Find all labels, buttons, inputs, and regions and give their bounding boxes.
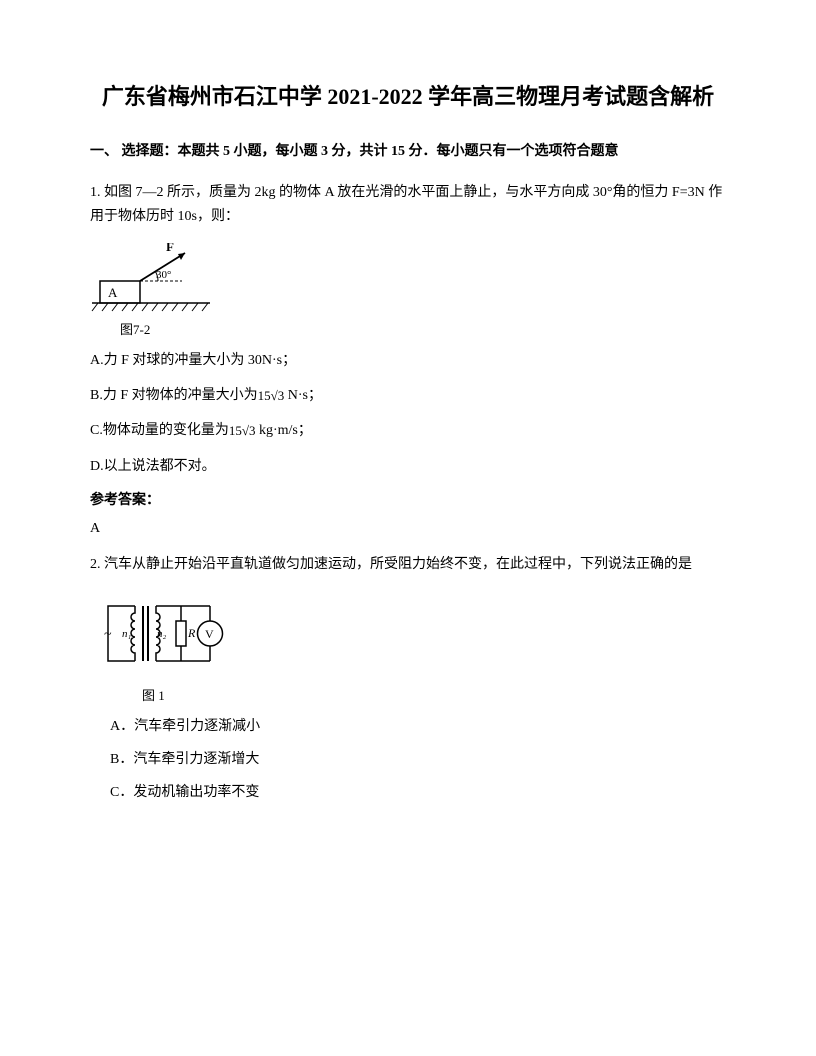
q1-optc-post: kg·m/s； <box>255 423 311 438</box>
q1-optb-pre: B.力 F 对物体的冲量大小为 <box>90 388 258 403</box>
q2-option-a: A．汽车牵引力逐渐减小 <box>90 714 726 739</box>
q1-optb-post: N·s； <box>284 388 322 403</box>
figure-1-caption: 图 1 <box>142 685 726 704</box>
svg-text:n₁: n₁ <box>122 628 132 640</box>
q1-optc-pre: C.物体动量的变化量为 <box>90 423 229 438</box>
q1-option-a: A.力 F 对球的冲量大小为 30N·s； <box>90 348 726 373</box>
page-title: 广东省梅州市石江中学 2021-2022 学年高三物理月考试题含解析 <box>90 80 726 113</box>
figure-1: ~ n₁ n₂ R V 图 1 <box>100 591 726 704</box>
q1-option-c: C.物体动量的变化量为15√3 kg·m/s； <box>90 418 726 443</box>
question-2-text: 2. 汽车从静止开始沿平直轨道做匀加速运动，所受阻力始终不变，在此过程中，下列说… <box>90 553 726 577</box>
section-header: 一、 选择题：本题共 5 小题，每小题 3 分，共计 15 分．每小题只有一个选… <box>90 141 726 163</box>
q1-answer: A <box>90 521 726 537</box>
svg-text:R: R <box>187 626 196 640</box>
svg-text:F: F <box>166 243 174 254</box>
q1-answer-label: 参考答案： <box>90 489 726 509</box>
svg-text:A: A <box>108 285 118 300</box>
svg-text:n₂: n₂ <box>157 628 167 640</box>
q2-option-b: B．汽车牵引力逐渐增大 <box>90 747 726 772</box>
svg-text:30°: 30° <box>156 269 171 281</box>
sqrt-15-3-c: 15√3 <box>229 419 256 442</box>
svg-text:~: ~ <box>104 627 112 642</box>
figure-7-2-caption: 图7-2 <box>120 319 726 338</box>
figure-7-2: A F 30° 图7-2 <box>90 243 726 338</box>
q1-option-d: D.以上说法都不对。 <box>90 454 726 479</box>
q1-option-b: B.力 F 对物体的冲量大小为15√3 N·s； <box>90 383 726 408</box>
question-1-text: 1. 如图 7—2 所示，质量为 2kg 的物体 A 放在光滑的水平面上静止，与… <box>90 181 726 229</box>
sqrt-15-3-b: 15√3 <box>258 384 285 407</box>
svg-text:V: V <box>205 627 214 641</box>
q2-option-c: C．发动机输出功率不变 <box>90 780 726 805</box>
